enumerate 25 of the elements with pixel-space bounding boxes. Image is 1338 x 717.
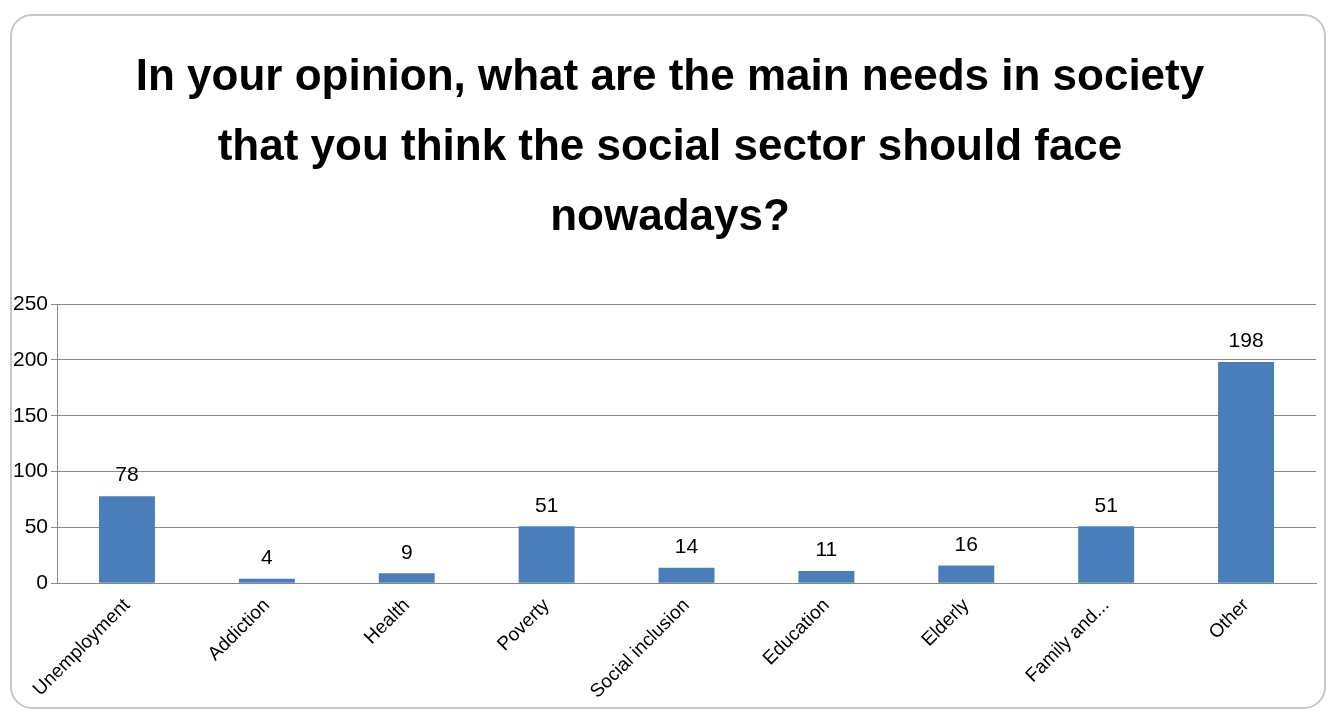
y-tick-label: 250 xyxy=(12,290,49,314)
y-tick-label: 0 xyxy=(36,570,49,594)
data-label: 198 xyxy=(1228,328,1264,352)
y-tick-label: 150 xyxy=(12,402,49,426)
y-tick-label: 200 xyxy=(12,346,49,370)
bar xyxy=(1078,526,1135,583)
data-label: 14 xyxy=(674,533,699,557)
y-tick-label: 100 xyxy=(12,458,49,482)
data-label: 51 xyxy=(534,492,559,516)
bar xyxy=(378,573,435,583)
data-label: 11 xyxy=(815,537,838,561)
data-label: 9 xyxy=(400,539,413,563)
data-label: 78 xyxy=(115,462,139,486)
bar xyxy=(99,496,155,583)
bar xyxy=(938,565,995,583)
bar xyxy=(658,567,715,583)
bar xyxy=(1218,362,1275,583)
chart-title: In your opinion, what are the main needs in society that you think the social sector should face nowadays? xyxy=(134,49,1206,241)
bar xyxy=(798,570,855,583)
data-label: 4 xyxy=(261,545,274,569)
bar xyxy=(238,578,295,583)
data-label: 16 xyxy=(954,531,978,555)
data-label: 51 xyxy=(1094,492,1118,516)
bar xyxy=(518,526,575,583)
y-tick-label: 50 xyxy=(24,514,49,538)
